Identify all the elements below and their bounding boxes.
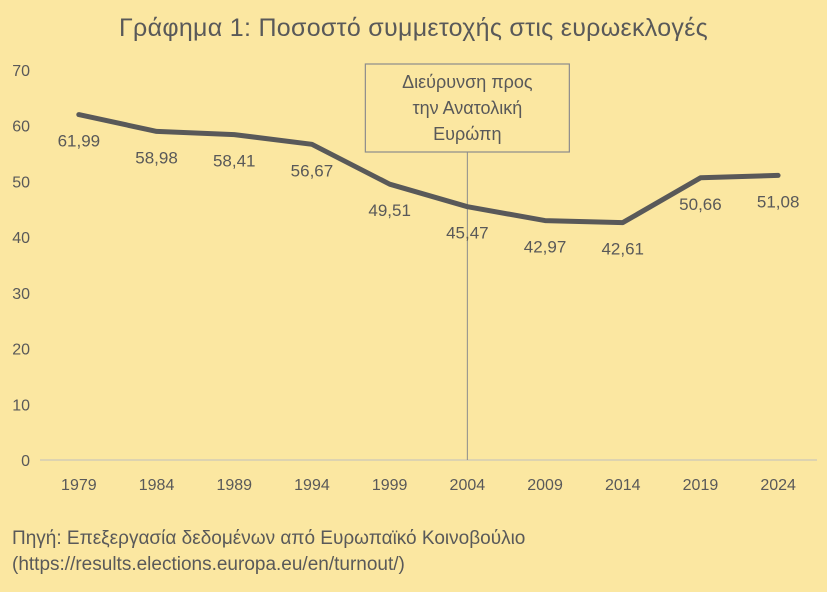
data-label: 58,41: [213, 152, 256, 171]
y-tick-label: 10: [12, 397, 30, 414]
x-tick-label: 2014: [605, 477, 641, 494]
y-tick-label: 30: [12, 286, 30, 303]
data-label: 45,47: [446, 224, 489, 243]
data-labels: 61,99 58,98 58,41 56,67 49,51 45,47 42,97 42,61…: [58, 132, 800, 259]
annotation-text: Διεύρυνση προς την Ανατολική Ευρώπη: [402, 72, 533, 144]
data-label: 56,67: [291, 161, 334, 180]
x-tick-label: 1989: [216, 477, 252, 494]
chart-title: Γράφημα 1: Ποσοστό συμμετοχής στις ευρωε…: [118, 14, 708, 42]
source-line-1: Πηγή: Επεξεργασία δεδομένων από Ευρωπαϊκ…: [12, 528, 526, 549]
data-label: 49,51: [368, 201, 411, 220]
y-tick-label: 0: [21, 453, 30, 470]
y-tick-label: 40: [12, 230, 30, 247]
y-axis-ticks: 0 10 20 30 40 50 60 70: [12, 63, 30, 470]
source-line-2: (https://results.elections.europa.eu/en/…: [12, 554, 405, 575]
data-label: 42,61: [601, 240, 644, 259]
data-label: 51,08: [757, 192, 800, 211]
y-tick-label: 70: [12, 63, 30, 80]
x-tick-label: 1979: [61, 477, 97, 494]
data-label: 58,98: [135, 148, 178, 167]
x-axis-ticks: 1979 1984 1989 1994 1999 2004 2009 2014 2019 2024: [61, 477, 796, 494]
data-label: 61,99: [58, 132, 101, 151]
y-tick-label: 20: [12, 342, 30, 359]
x-tick-label: 1984: [139, 477, 175, 494]
annotation-box: [364, 63, 570, 153]
x-tick-label: 2004: [450, 477, 486, 494]
turnout-series-line: [76, 112, 781, 226]
x-tick-label: 2009: [527, 477, 563, 494]
annotation-text-line: την Ανατολική: [412, 98, 522, 118]
data-label: 50,66: [679, 195, 722, 214]
annotation-text-line: Ευρώπη: [433, 124, 501, 144]
data-label: 42,97: [524, 238, 567, 257]
annotation-text-line: Διεύρυνση προς: [402, 72, 533, 92]
y-tick-label: 60: [12, 119, 30, 136]
x-tick-label: 2024: [760, 477, 796, 494]
x-tick-label: 1994: [294, 477, 330, 494]
source-note: Πηγή: Επεξεργασία δεδομένων από Ευρωπαϊκ…: [12, 526, 525, 578]
y-tick-label: 50: [12, 174, 30, 191]
x-tick-label: 2019: [683, 477, 719, 494]
x-tick-label: 1999: [372, 477, 408, 494]
